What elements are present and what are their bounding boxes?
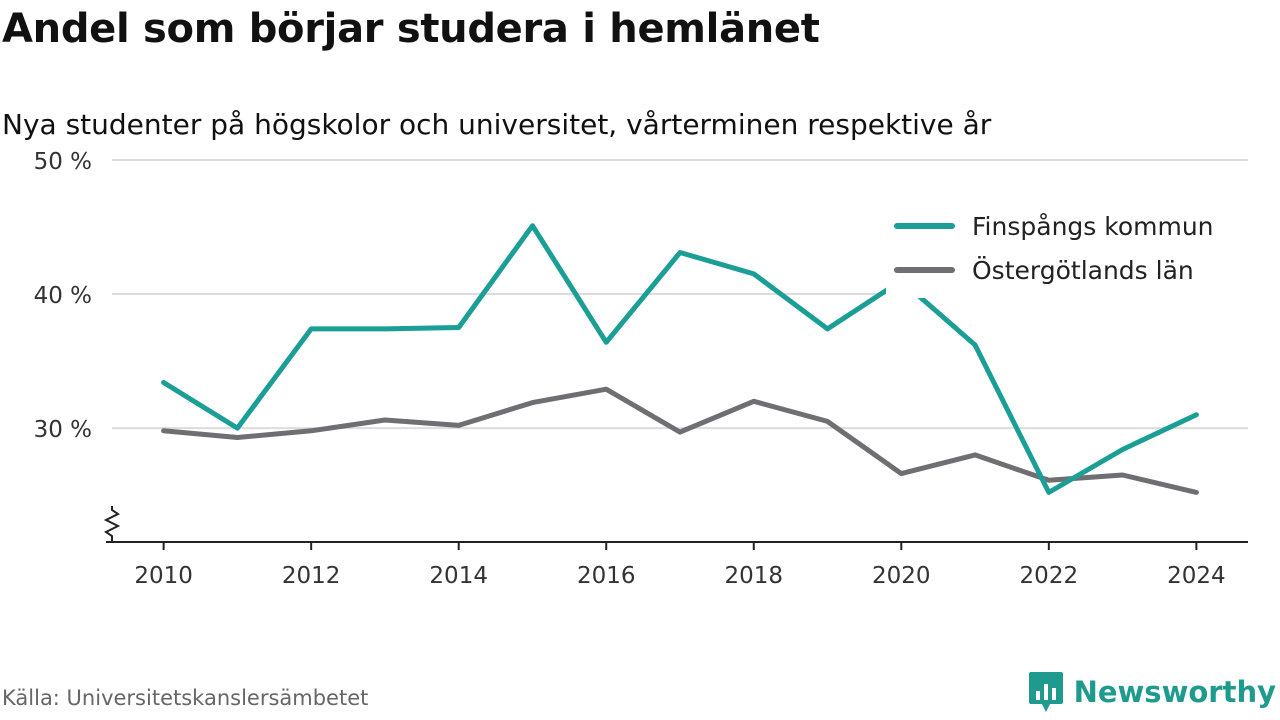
axes (103, 506, 1248, 543)
x-tick-label: 2018 (724, 563, 783, 589)
x-axis-ticks: 2010 2012 2014 2016 2018 2020 2022 2024 (134, 542, 1226, 589)
x-tick-label: 2016 (577, 563, 636, 589)
newsworthy-logo: Newsworthy (1028, 670, 1276, 714)
series-lines (161, 223, 1199, 495)
y-tick-label: 50 % (34, 149, 92, 175)
series-line-ostergotland (161, 386, 1199, 495)
x-tick-label: 2024 (1167, 563, 1226, 589)
brand-name: Newsworthy (1073, 675, 1276, 709)
legend: Finspångs kommun Östergötlands län (886, 200, 1258, 298)
newsworthy-logo-icon (1028, 672, 1063, 712)
x-tick-label: 2022 (1020, 563, 1079, 589)
series-line-finspang (161, 223, 1199, 495)
y-tick-label: 30 % (34, 417, 92, 443)
axis-break-icon (103, 506, 121, 542)
y-tick-label: 40 % (34, 283, 92, 309)
legend-label: Östergötlands län (972, 256, 1194, 285)
source-note: Källa: Universitetskanslersämbetet (2, 686, 369, 710)
legend-box (886, 200, 1258, 298)
y-axis-ticks: 30 % 40 % 50 % (34, 149, 92, 443)
x-tick-label: 2010 (134, 563, 193, 589)
chart-subtitle: Nya studenter på högskolor och universit… (2, 108, 992, 141)
x-tick-label: 2020 (872, 563, 931, 589)
x-tick-label: 2014 (429, 563, 488, 589)
chart-title: Andel som börjar studera i hemlänet (2, 6, 820, 52)
x-tick-label: 2012 (282, 563, 341, 589)
legend-label: Finspångs kommun (972, 212, 1214, 241)
